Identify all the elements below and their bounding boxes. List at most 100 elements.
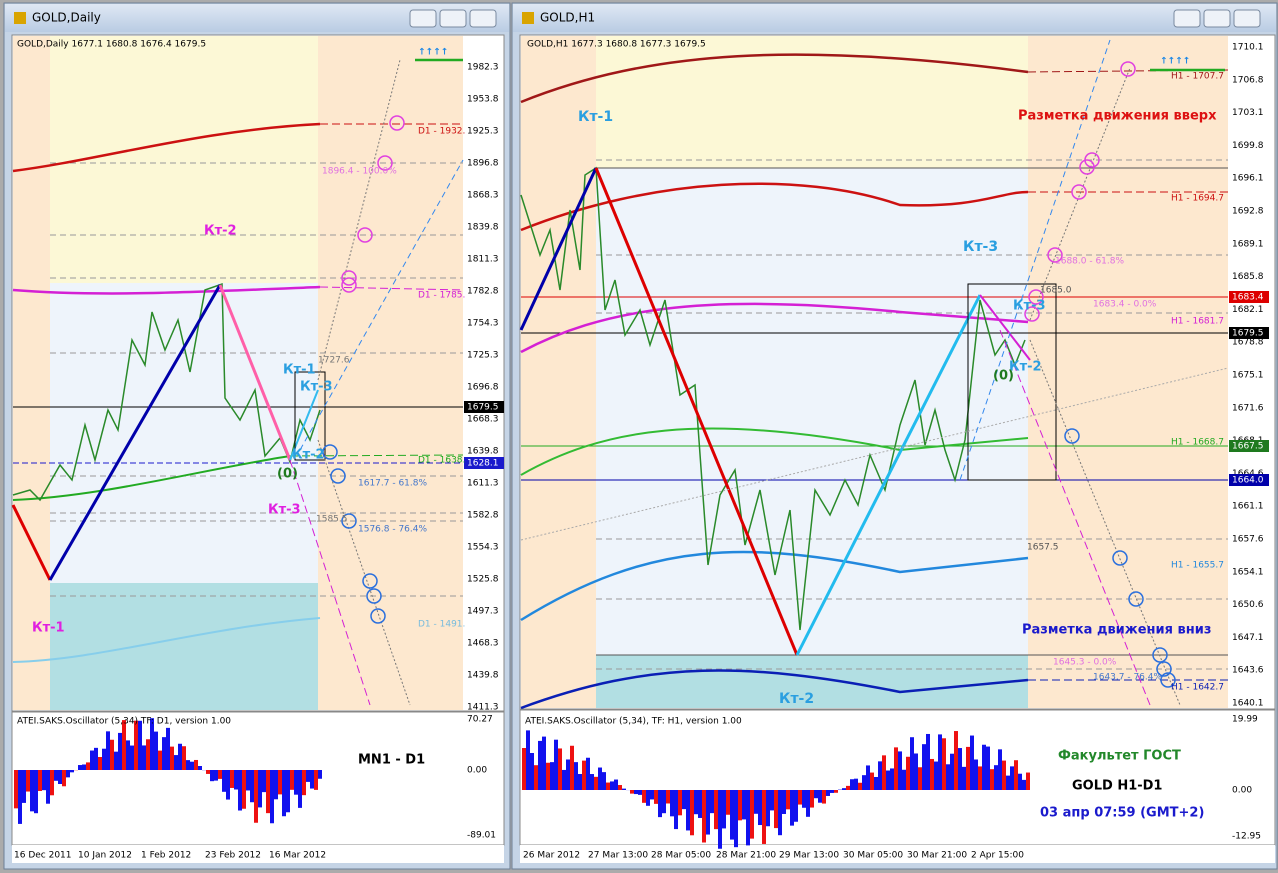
price-axis-label: 1411.3 xyxy=(467,703,499,713)
osc-bar xyxy=(822,790,826,804)
level-label: 1683.4 - 0.0% xyxy=(1093,300,1157,310)
osc-bar xyxy=(674,790,678,830)
osc-bar xyxy=(590,774,594,790)
level-label: 1685.0 xyxy=(1040,286,1072,296)
osc-bar xyxy=(150,718,154,770)
maximize-button[interactable] xyxy=(1203,9,1231,28)
osc-bar xyxy=(54,770,58,781)
osc-bar xyxy=(130,745,134,770)
osc-bar xyxy=(994,765,998,790)
osc-bar xyxy=(42,770,46,791)
close-button[interactable] xyxy=(1233,9,1261,28)
osc-bar xyxy=(814,790,818,799)
oscillator-label: ATEI.SAKS.Oscillator (5,34), TF: H1, ver… xyxy=(525,717,742,727)
osc-bar xyxy=(938,734,942,790)
price-axis-label: 1639.8 xyxy=(467,447,499,457)
osc-bar xyxy=(770,790,774,811)
osc-bar xyxy=(790,790,794,826)
osc-bar xyxy=(546,762,550,790)
osc-bar xyxy=(290,770,294,790)
osc-bar xyxy=(50,770,54,796)
price-axis-label: 1982.3 xyxy=(467,63,499,73)
osc-bar xyxy=(878,761,882,790)
osc-bar xyxy=(622,788,626,790)
price-tag-bg xyxy=(1229,327,1269,339)
osc-bar xyxy=(630,790,634,794)
osc-axis-label: -89.01 xyxy=(467,831,496,841)
osc-bar xyxy=(618,785,622,790)
osc-bar xyxy=(746,790,750,846)
osc-bar xyxy=(890,768,894,790)
osc-bar xyxy=(90,750,94,770)
price-tag-bg xyxy=(1229,440,1269,452)
osc-bar xyxy=(1018,773,1022,790)
close-button[interactable] xyxy=(469,9,497,28)
osc-bar xyxy=(214,770,218,781)
osc-bar xyxy=(758,790,762,826)
osc-bar xyxy=(602,772,606,790)
price-tag-bg xyxy=(1229,291,1269,303)
osc-bar xyxy=(138,720,142,770)
date-label: 26 Mar 2012 xyxy=(523,851,580,861)
osc-bar xyxy=(986,746,990,790)
price-axis-label: 1689.1 xyxy=(1232,239,1264,249)
osc-bar xyxy=(1022,779,1026,790)
osc-bar xyxy=(230,770,234,788)
osc-bar xyxy=(766,790,770,827)
osc-bar xyxy=(862,775,866,790)
osc-bar xyxy=(734,790,738,848)
osc-bar xyxy=(730,790,734,840)
osc-bar xyxy=(934,761,938,790)
osc-bar xyxy=(870,772,874,790)
osc-bar xyxy=(62,770,66,787)
price-axis-label: 1811.3 xyxy=(467,255,499,265)
arrows: ↑↑↑↑ xyxy=(418,48,448,58)
price-axis-label: 1525.8 xyxy=(467,575,499,585)
osc-bar xyxy=(134,720,138,770)
osc-bar xyxy=(726,790,730,815)
price-axis-label: 1699.8 xyxy=(1232,141,1264,151)
price-axis-label: 1664.6 xyxy=(1232,469,1264,479)
osc-bar xyxy=(118,732,122,770)
price-axis-label: 1671.6 xyxy=(1232,403,1264,413)
annotation: Кт-2 xyxy=(779,691,814,707)
osc-bar xyxy=(154,731,158,770)
osc-bar xyxy=(926,733,930,790)
minimize-button[interactable] xyxy=(1173,9,1201,28)
osc-bar xyxy=(778,790,782,836)
osc-bar xyxy=(530,753,534,790)
osc-bar xyxy=(582,760,586,790)
osc-bar xyxy=(902,769,906,790)
osc-bar xyxy=(170,746,174,770)
osc-bar xyxy=(566,759,570,790)
osc-bar xyxy=(914,753,918,790)
price-tag: 1628.1 xyxy=(467,459,499,469)
osc-bar xyxy=(798,790,802,805)
osc-note: Факультет ГОСТ xyxy=(1058,749,1181,764)
osc-bar xyxy=(858,782,862,790)
osc-bar xyxy=(186,760,190,770)
osc-bar xyxy=(82,764,86,770)
price-axis-label: 1661.1 xyxy=(1232,502,1264,512)
maximize-button[interactable] xyxy=(439,9,467,28)
osc-bar xyxy=(662,790,666,814)
osc-bar xyxy=(610,781,614,790)
osc-bar xyxy=(86,762,90,770)
level-label: H1 - 1694.7 xyxy=(1171,194,1224,204)
osc-bar xyxy=(802,790,806,808)
osc-bar xyxy=(666,790,670,804)
osc-bar xyxy=(166,727,170,770)
osc-bar xyxy=(686,790,690,831)
osc-bar xyxy=(786,790,790,810)
date-label: 23 Feb 2012 xyxy=(205,851,261,861)
right-chart-bg xyxy=(519,34,1276,863)
osc-bar xyxy=(946,764,950,790)
osc-bar xyxy=(122,720,126,770)
price-axis-label: 1710.1 xyxy=(1232,43,1264,53)
osc-bar xyxy=(654,790,658,804)
level-label: 1617.7 - 61.8% xyxy=(358,479,427,489)
minimize-button[interactable] xyxy=(409,9,437,28)
osc-bar xyxy=(190,761,194,770)
osc-bar xyxy=(830,790,834,793)
